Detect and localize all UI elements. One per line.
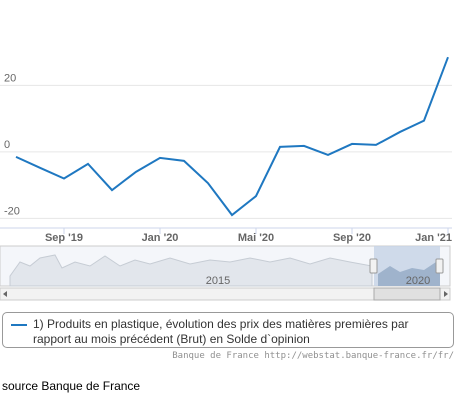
y-tick-label: 0 [4,139,10,151]
source: source Banque de France [2,379,141,393]
x-tick-label: Sep '19 [45,232,83,244]
chart: -20 0 20 Sep '19 Jan '20 Mai '20 Sep '20 Jan '2… [0,56,452,301]
scrollbar-thumb[interactable] [373,287,441,301]
x-tick-label: Mai '20 [238,232,274,244]
navigator-handle[interactable] [435,258,444,274]
legend-marker [11,324,27,326]
navigator-label: 2020 [406,275,430,287]
legend-label: 1) Produits en plastique, évolution des … [33,317,409,346]
navigator-series [9,254,373,287]
series-line [15,56,449,217]
x-tick-label: Sep '20 [333,232,371,244]
x-tick-label: Jan '21 [415,232,452,244]
navigator-label: 2015 [206,275,230,287]
navigator: 2015 2020 [0,245,451,301]
scroll-right[interactable] [444,291,448,297]
y-tick-label: -20 [4,205,20,217]
x-tick-label: Jan '20 [142,232,179,244]
y-tick-label: 20 [4,72,16,84]
navigator-handle[interactable] [369,258,378,274]
navigator-window-series [378,262,440,286]
scrollbar-track[interactable] [0,287,451,301]
credit: Banque de France http://webstat.banque-f… [172,351,454,361]
legend[interactable]: 1) Produits en plastique, évolution des … [2,312,454,348]
scroll-left[interactable] [3,291,7,297]
